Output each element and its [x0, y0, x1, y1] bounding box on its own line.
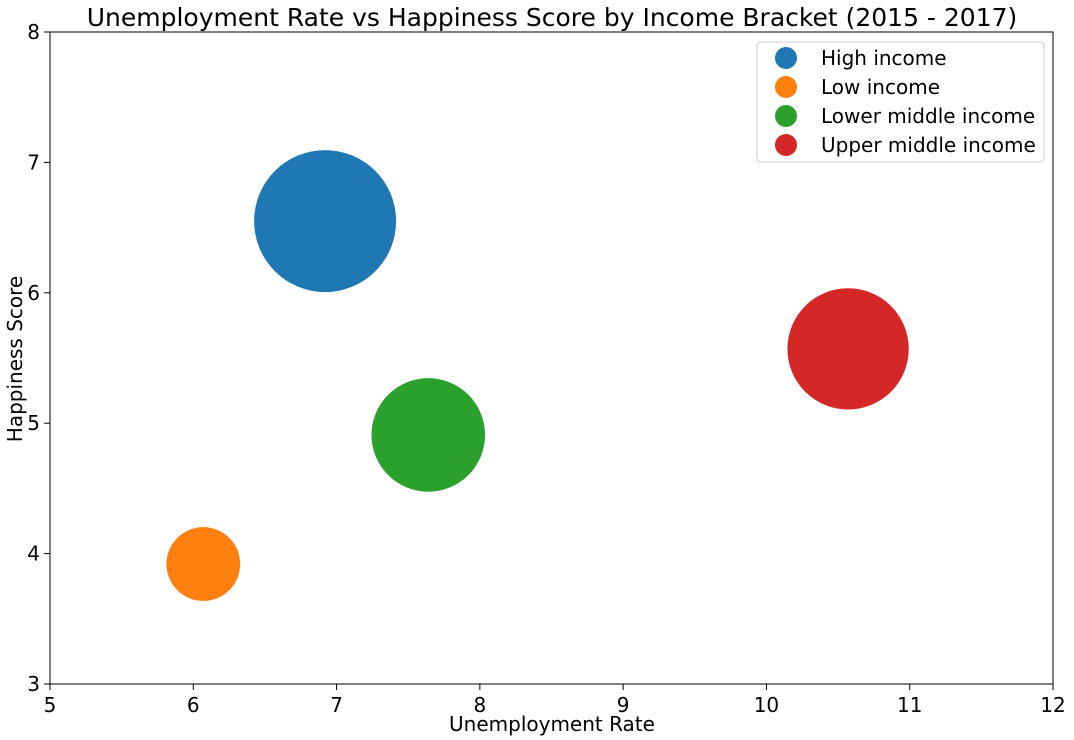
x-tick-label: 12	[1040, 693, 1065, 717]
x-tick-label: 7	[330, 693, 343, 717]
y-axis-label: Happiness Score	[3, 276, 27, 442]
chart-title: Unemployment Rate vs Happiness Score by …	[87, 3, 1018, 32]
x-axis-ticks: 5 6 7 8 9 10 11 12	[44, 684, 1066, 717]
legend: High income Low income Lower middle income…	[756, 41, 1045, 163]
bubble-high-income	[254, 150, 397, 293]
x-tick-label: 5	[44, 693, 57, 717]
y-tick-label: 7	[27, 150, 40, 174]
legend-label-lower-middle-income: Lower middle income	[821, 104, 1035, 128]
legend-label-low-income: Low income	[821, 75, 940, 99]
y-tick-label: 6	[27, 281, 40, 305]
x-tick-label: 8	[473, 693, 486, 717]
bubble-upper-middle-income	[787, 288, 909, 410]
y-axis-ticks: 3 4 5 6 7 8	[27, 20, 50, 696]
legend-marker-upper-middle-income	[775, 134, 797, 156]
x-tick-label: 11	[897, 693, 922, 717]
legend-marker-lower-middle-income	[775, 105, 797, 127]
x-tick-label: 10	[754, 693, 779, 717]
plot-frame	[49, 31, 1054, 685]
y-tick-label: 5	[27, 411, 40, 435]
bubble-lower-middle-income	[371, 378, 486, 492]
legend-label-high-income: High income	[821, 46, 947, 70]
bubbles-layer	[166, 150, 909, 601]
legend-marker-high-income	[775, 47, 797, 69]
y-tick-label: 4	[27, 542, 40, 566]
x-tick-label: 6	[187, 693, 200, 717]
y-tick-label: 8	[27, 20, 40, 44]
y-tick-label: 3	[27, 672, 40, 696]
legend-marker-low-income	[775, 76, 797, 98]
x-axis-label: Unemployment Rate	[449, 712, 655, 736]
x-tick-label: 9	[617, 693, 630, 717]
bubble-low-income	[166, 527, 241, 601]
legend-label-upper-middle-income: Upper middle income	[821, 133, 1036, 157]
legend-box	[756, 41, 1045, 163]
